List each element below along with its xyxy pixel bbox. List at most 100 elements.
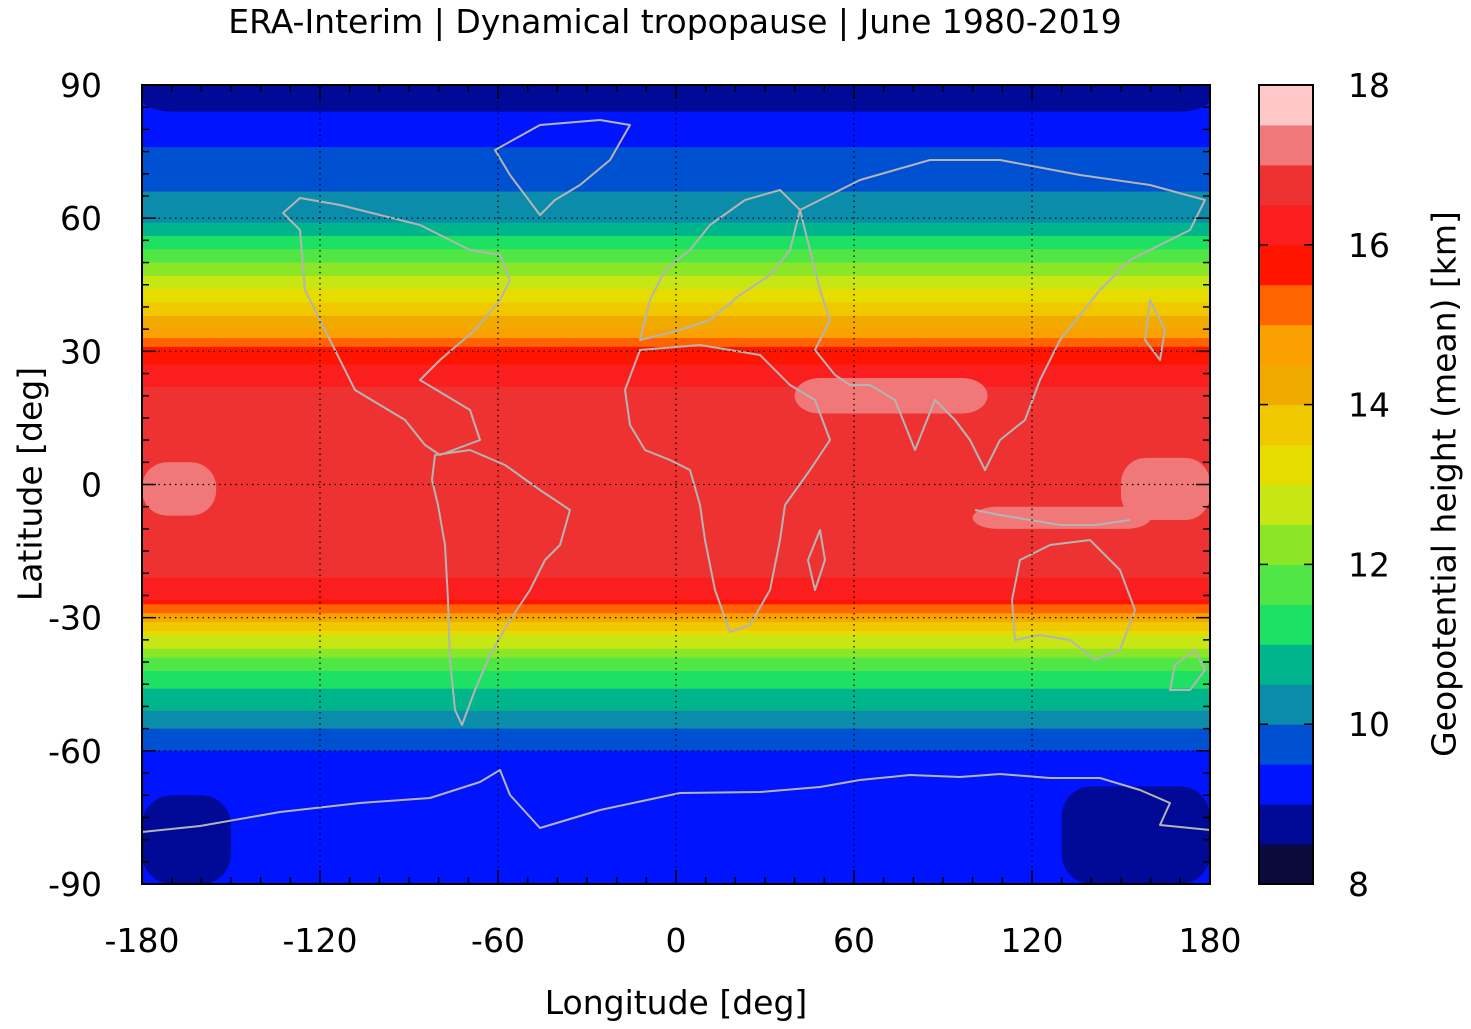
height-band — [142, 417, 1210, 423]
height-band — [142, 746, 1210, 752]
height-band — [142, 591, 1210, 597]
height-band — [142, 662, 1210, 668]
colorbar-swatch — [1259, 164, 1313, 206]
colorbar-swatch — [1259, 804, 1313, 845]
colorbar-swatch — [1259, 524, 1313, 565]
height-band — [142, 608, 1210, 614]
height-band — [142, 617, 1210, 623]
height-band — [142, 546, 1210, 552]
colorbar-swatch — [1259, 764, 1313, 805]
coastline-antarctica — [142, 769, 1210, 833]
y-tick-label: 30 — [60, 332, 102, 371]
coastline-greenland — [494, 119, 631, 216]
colorbar-swatch — [1259, 644, 1313, 685]
height-band — [142, 613, 1210, 619]
colorbar-tick-label: 12 — [1348, 545, 1390, 584]
colorbar-swatch — [1259, 484, 1313, 525]
map-axes: -180 -120 -60 0 60 120 180 90 60 30 0 -30 -60 -90 — [48, 66, 1241, 960]
colorbar-swatch — [1259, 604, 1313, 645]
height-band — [142, 284, 1210, 290]
height-band — [142, 839, 1210, 845]
height-band — [142, 515, 1210, 521]
height-band — [142, 657, 1210, 663]
colorbar-swatch — [1259, 404, 1313, 446]
height-band — [142, 191, 1210, 197]
height-band — [142, 173, 1210, 179]
minimum-region — [142, 795, 231, 884]
height-band — [142, 351, 1210, 357]
y-axis-label: Latitude [deg] — [10, 366, 50, 602]
colorbar-swatch — [1259, 284, 1313, 326]
height-band — [142, 306, 1210, 312]
height-band — [142, 511, 1210, 517]
colorbar-swatch — [1259, 564, 1313, 605]
height-band — [142, 817, 1210, 823]
height-band — [142, 311, 1210, 317]
height-band — [142, 400, 1210, 406]
height-band — [142, 213, 1210, 219]
height-band — [142, 773, 1210, 779]
height-band — [142, 147, 1210, 153]
height-band — [142, 684, 1210, 690]
coastline-madagascar — [807, 529, 826, 591]
maximum-region — [142, 462, 217, 516]
colorbar-frame — [1258, 84, 1314, 885]
height-band — [142, 537, 1210, 543]
height-band — [142, 724, 1210, 730]
x-tick-label: 120 — [1001, 921, 1064, 960]
height-band — [142, 129, 1210, 135]
height-band — [142, 386, 1210, 392]
colorbar-tick-label: 8 — [1348, 865, 1369, 904]
height-band — [142, 670, 1210, 676]
height-band — [142, 564, 1210, 570]
coastline-south-america — [431, 449, 571, 726]
height-band — [142, 866, 1210, 872]
coastline-africa — [624, 344, 831, 633]
height-band — [142, 200, 1210, 206]
height-band — [142, 431, 1210, 437]
height-band — [142, 382, 1210, 388]
height-band — [142, 835, 1210, 841]
height-band — [142, 848, 1210, 854]
colorbar-swatch — [1259, 85, 1313, 126]
height-band — [142, 648, 1210, 654]
height-band — [142, 124, 1210, 130]
height-band — [142, 653, 1210, 659]
colorbar: 18 16 14 12 10 8 — [1258, 66, 1390, 904]
x-tick-label: 0 — [666, 921, 687, 960]
height-band — [142, 861, 1210, 867]
height-band — [142, 315, 1210, 321]
height-band — [142, 768, 1210, 774]
height-band — [142, 777, 1210, 783]
height-band — [142, 266, 1210, 273]
height-band — [142, 426, 1210, 432]
height-band — [142, 697, 1210, 703]
height-band — [142, 164, 1210, 170]
maximum-region — [794, 377, 988, 414]
height-band — [142, 448, 1210, 455]
height-band — [142, 222, 1210, 228]
chart-title: ERA-Interim | Dynamical tropopause | Jun… — [228, 2, 1122, 41]
height-band — [142, 480, 1210, 486]
height-band — [142, 289, 1210, 295]
height-band — [142, 227, 1210, 233]
height-band — [142, 604, 1210, 610]
maximum-region — [1121, 457, 1210, 521]
height-band — [142, 244, 1210, 250]
coastline-australia — [1011, 539, 1136, 661]
height-band — [142, 466, 1210, 472]
height-band — [142, 844, 1210, 850]
height-band — [142, 795, 1210, 801]
height-band — [142, 741, 1210, 747]
height-band — [142, 542, 1210, 548]
height-band — [142, 502, 1210, 508]
coastline-north-america — [282, 197, 511, 456]
height-band — [142, 702, 1210, 708]
height-band — [142, 409, 1210, 415]
minimum-region — [1061, 786, 1210, 884]
height-band — [142, 524, 1210, 530]
height-band — [142, 764, 1210, 770]
height-band — [142, 453, 1210, 459]
